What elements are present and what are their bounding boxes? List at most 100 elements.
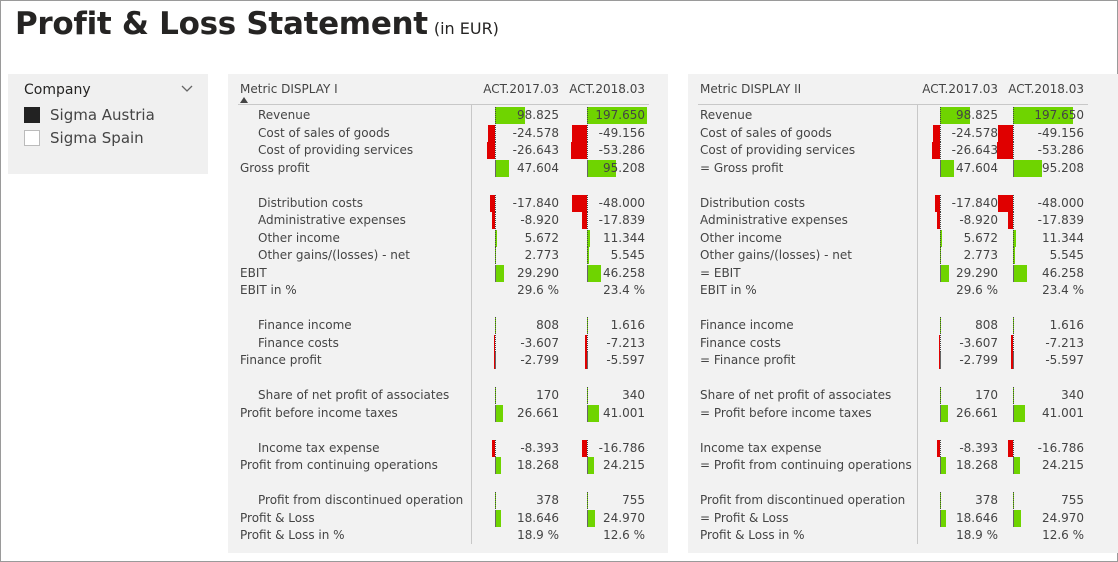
table-row[interactable]: Other income 5.672 11.344 (688, 230, 1118, 247)
value-act-2017: -3.607 (959, 336, 998, 350)
table-row[interactable]: = Gross profit 47.604 95.208 (688, 160, 1118, 177)
table-row[interactable]: Distribution costs -17.840 -48.000 (228, 195, 668, 212)
bar-axis (495, 265, 496, 282)
column-header-act-2018[interactable]: ACT.2018.03 (569, 82, 645, 96)
table-row[interactable]: = Profit from continuing operations 18.26… (688, 457, 1118, 474)
value-act-2018: -53.286 (1037, 143, 1084, 157)
table-row[interactable]: Finance costs -3.607 -7.213 (228, 335, 668, 352)
table-row[interactable]: = EBIT 29.290 46.258 (688, 265, 1118, 282)
bar-axis (495, 405, 496, 422)
table-row[interactable]: Finance profit -2.799 -5.597 (228, 352, 668, 369)
value-act-2017: -8.920 (520, 213, 559, 227)
column-header-act-2018[interactable]: ACT.2018.03 (1008, 82, 1084, 96)
value-act-2018: 24.215 (603, 458, 645, 472)
bar-axis (495, 230, 496, 247)
table-row[interactable]: Administrative expenses -8.920 -17.839 (688, 212, 1118, 229)
value-act-2017: 29.6 % (517, 283, 559, 297)
value-act-2018: 23.4 % (1042, 283, 1084, 297)
value-act-2018: -48.000 (598, 196, 645, 210)
bar-axis (940, 125, 941, 142)
row-label: Finance profit (240, 353, 322, 367)
bar-axis (495, 212, 496, 229)
bar-axis (495, 107, 496, 124)
positive-bar (940, 265, 949, 282)
column-header-act-2017[interactable]: ACT.2017.03 (483, 82, 559, 96)
positive-bar (1013, 160, 1042, 177)
table-row[interactable]: Administrative expenses -8.920 -17.839 (228, 212, 668, 229)
value-act-2017: 2.773 (963, 248, 998, 262)
row-label: Income tax expense (258, 441, 380, 455)
bar-axis (587, 212, 588, 229)
metric-header[interactable]: Metric DISPLAY I (240, 82, 338, 96)
table-row[interactable]: Gross profit 47.604 95.208 (228, 160, 668, 177)
value-act-2018: 755 (622, 493, 645, 507)
table-row[interactable]: Other gains/(losses) - net 2.773 5.545 (228, 247, 668, 264)
chevron-down-icon[interactable] (180, 84, 194, 94)
bar-axis (1013, 195, 1014, 212)
table-row[interactable]: Profit before income taxes 26.661 41.001 (228, 405, 668, 422)
table-row[interactable]: Profit & Loss 18.646 24.970 (228, 510, 668, 527)
positive-bar (940, 107, 970, 124)
table-row[interactable]: Cost of sales of goods -24.578 -49.156 (228, 125, 668, 142)
column-header-act-2017[interactable]: ACT.2017.03 (922, 82, 998, 96)
value-act-2018: 12.6 % (1042, 528, 1084, 542)
table-row[interactable]: Distribution costs -17.840 -48.000 (688, 195, 1118, 212)
table-row[interactable]: Cost of providing services -26.643 -53.286 (228, 142, 668, 159)
table-row[interactable]: Other income 5.672 11.344 (228, 230, 668, 247)
negative-bar (584, 335, 587, 352)
value-act-2018: -7.213 (606, 336, 645, 350)
bar-axis (587, 195, 588, 212)
page-title: Profit & Loss Statement (15, 6, 428, 42)
positive-bar (940, 510, 946, 527)
bar-axis (495, 195, 496, 212)
sort-ascending-icon[interactable] (240, 97, 248, 103)
slicer-option-sigma-spain[interactable]: Sigma Spain (24, 128, 144, 148)
value-act-2017: 170 (975, 388, 998, 402)
negative-bar (998, 125, 1013, 142)
bar-axis (587, 387, 588, 404)
metric-header[interactable]: Metric DISPLAY II (700, 82, 802, 96)
positive-bar (495, 107, 525, 124)
row-label: = Gross profit (700, 161, 784, 175)
table-row[interactable]: Share of net profit of associates 170 340 (228, 387, 668, 404)
table-row[interactable]: Cost of sales of goods -24.578 -49.156 (688, 125, 1118, 142)
value-act-2017: -17.840 (951, 196, 998, 210)
table-row[interactable]: Profit from discontinued operation 378 755 (228, 492, 668, 509)
bar-axis (940, 107, 941, 124)
slicer-option-sigma-austria[interactable]: Sigma Austria (24, 105, 155, 125)
row-label: EBIT in % (700, 283, 757, 297)
value-act-2017: 2.773 (524, 248, 559, 262)
table-row[interactable]: Profit from discontinued operation 378 755 (688, 492, 1118, 509)
table-row[interactable]: EBIT 29.290 46.258 (228, 265, 668, 282)
table-row[interactable]: Revenue 98.825 197.650 (228, 107, 668, 124)
value-act-2017: 29.290 (517, 266, 559, 280)
table-row[interactable]: Share of net profit of associates 170 340 (688, 387, 1118, 404)
table-row[interactable]: Income tax expense -8.393 -16.786 (688, 440, 1118, 457)
table-row[interactable]: Finance income 808 1.616 (688, 317, 1118, 334)
table-row[interactable]: = Finance profit -2.799 -5.597 (688, 352, 1118, 369)
table-row[interactable]: EBIT in % 29.6 % 23.4 % (228, 282, 668, 299)
company-slicer[interactable]: Company Sigma Austria Sigma Spain (8, 74, 208, 174)
checkbox-unchecked[interactable] (24, 130, 40, 146)
value-act-2017: 18.268 (956, 458, 998, 472)
table-row[interactable]: Profit from continuing operations 18.268 2… (228, 457, 668, 474)
table-row[interactable]: Profit & Loss in % 18.9 % 12.6 % (228, 527, 668, 544)
value-act-2018: -17.839 (1037, 213, 1084, 227)
table-row[interactable]: Revenue 98.825 197.650 (688, 107, 1118, 124)
bar-axis (940, 510, 941, 527)
value-act-2017: 47.604 (956, 161, 998, 175)
checkbox-checked[interactable] (24, 107, 40, 123)
table-row[interactable]: Finance costs -3.607 -7.213 (688, 335, 1118, 352)
table-row[interactable]: EBIT in % 29.6 % 23.4 % (688, 282, 1118, 299)
value-act-2017: 5.672 (524, 231, 559, 245)
table-row[interactable]: Other gains/(losses) - net 2.773 5.545 (688, 247, 1118, 264)
table-row[interactable]: Income tax expense -8.393 -16.786 (228, 440, 668, 457)
table-row[interactable]: Cost of providing services -26.643 -53.286 (688, 142, 1118, 159)
bar-axis (1013, 212, 1014, 229)
bar-axis (940, 160, 941, 177)
table-row[interactable]: = Profit before income taxes 26.661 41.001 (688, 405, 1118, 422)
table-row[interactable]: = Profit & Loss 18.646 24.970 (688, 510, 1118, 527)
table-row[interactable]: Finance income 808 1.616 (228, 317, 668, 334)
value-act-2018: 24.215 (1042, 458, 1084, 472)
table-row[interactable]: Profit & Loss in % 18.9 % 12.6 % (688, 527, 1118, 544)
